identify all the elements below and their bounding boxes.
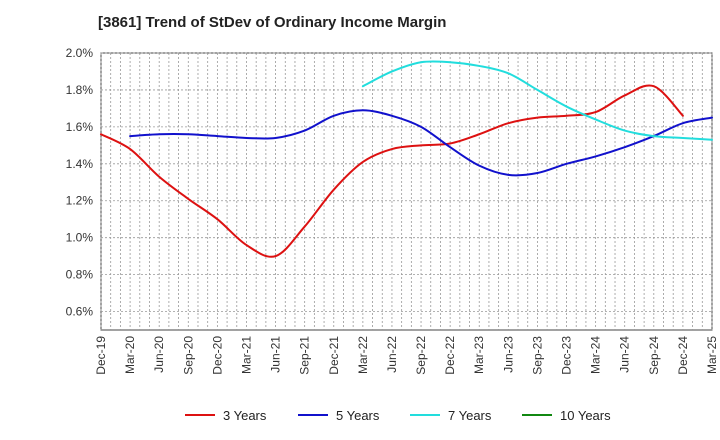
x-tick-label: Dec-24 (676, 336, 690, 375)
y-tick-label: 1.2% (66, 194, 94, 208)
x-tick-label: Sep-20 (181, 336, 195, 375)
y-tick-label: 2.0% (66, 46, 94, 60)
x-tick-label: Dec-20 (210, 336, 224, 375)
plot-area (100, 52, 713, 331)
x-tick-label: Jun-24 (618, 336, 632, 373)
x-tick-label: Jun-23 (501, 336, 515, 373)
x-tick-label: Jun-20 (152, 336, 166, 373)
x-tick-label: Mar-24 (589, 336, 603, 374)
x-tick-label: Sep-24 (647, 336, 661, 375)
chart-title: [3861] Trend of StDev of Ordinary Income… (98, 14, 447, 31)
y-tick-label: 1.4% (66, 157, 94, 171)
legend-label-3-years: 3 Years (223, 408, 267, 423)
x-tick-label: Sep-23 (530, 336, 544, 375)
x-tick-label: Mar-22 (356, 336, 370, 374)
x-tick-label: Mar-21 (239, 336, 253, 374)
series-lines (100, 60, 713, 258)
x-tick-label: Jun-22 (385, 336, 399, 373)
series-line-7-years (361, 60, 713, 141)
y-tick-label: 1.0% (66, 231, 94, 245)
x-axis-ticks: Dec-19 Mar-20 Jun-20 Sep-20 Dec-20 Mar-21 Jun-… (94, 336, 719, 375)
y-tick-label: 0.6% (66, 305, 94, 319)
series-line-5-years (129, 109, 713, 177)
y-tick-label: 1.8% (66, 83, 94, 97)
x-tick-label: Mar-20 (123, 336, 137, 374)
legend-label-10-years: 10 Years (560, 408, 611, 423)
x-tick-label: Dec-22 (443, 336, 457, 375)
legend-label-5-years: 5 Years (336, 408, 380, 423)
grid-lines (100, 52, 713, 330)
x-tick-label: Mar-25 (705, 336, 719, 374)
legend-label-7-years: 7 Years (448, 408, 492, 423)
y-tick-label: 0.8% (66, 268, 94, 282)
x-tick-label: Jun-21 (269, 336, 283, 373)
x-tick-label: Dec-21 (327, 336, 341, 375)
y-axis-ticks: 0.6% 0.8% 1.0% 1.2% 1.4% 1.6% 1.8% 2.0% (66, 46, 94, 319)
x-tick-label: Sep-21 (298, 336, 312, 375)
x-tick-label: Mar-23 (472, 336, 486, 374)
series-line-3-years (100, 84, 684, 258)
x-tick-label: Dec-23 (560, 336, 574, 375)
legend: 3 Years 5 Years 7 Years 10 Years (185, 408, 611, 423)
x-tick-label: Dec-19 (94, 336, 108, 375)
x-tick-label: Sep-22 (414, 336, 428, 375)
y-tick-label: 1.6% (66, 120, 94, 134)
